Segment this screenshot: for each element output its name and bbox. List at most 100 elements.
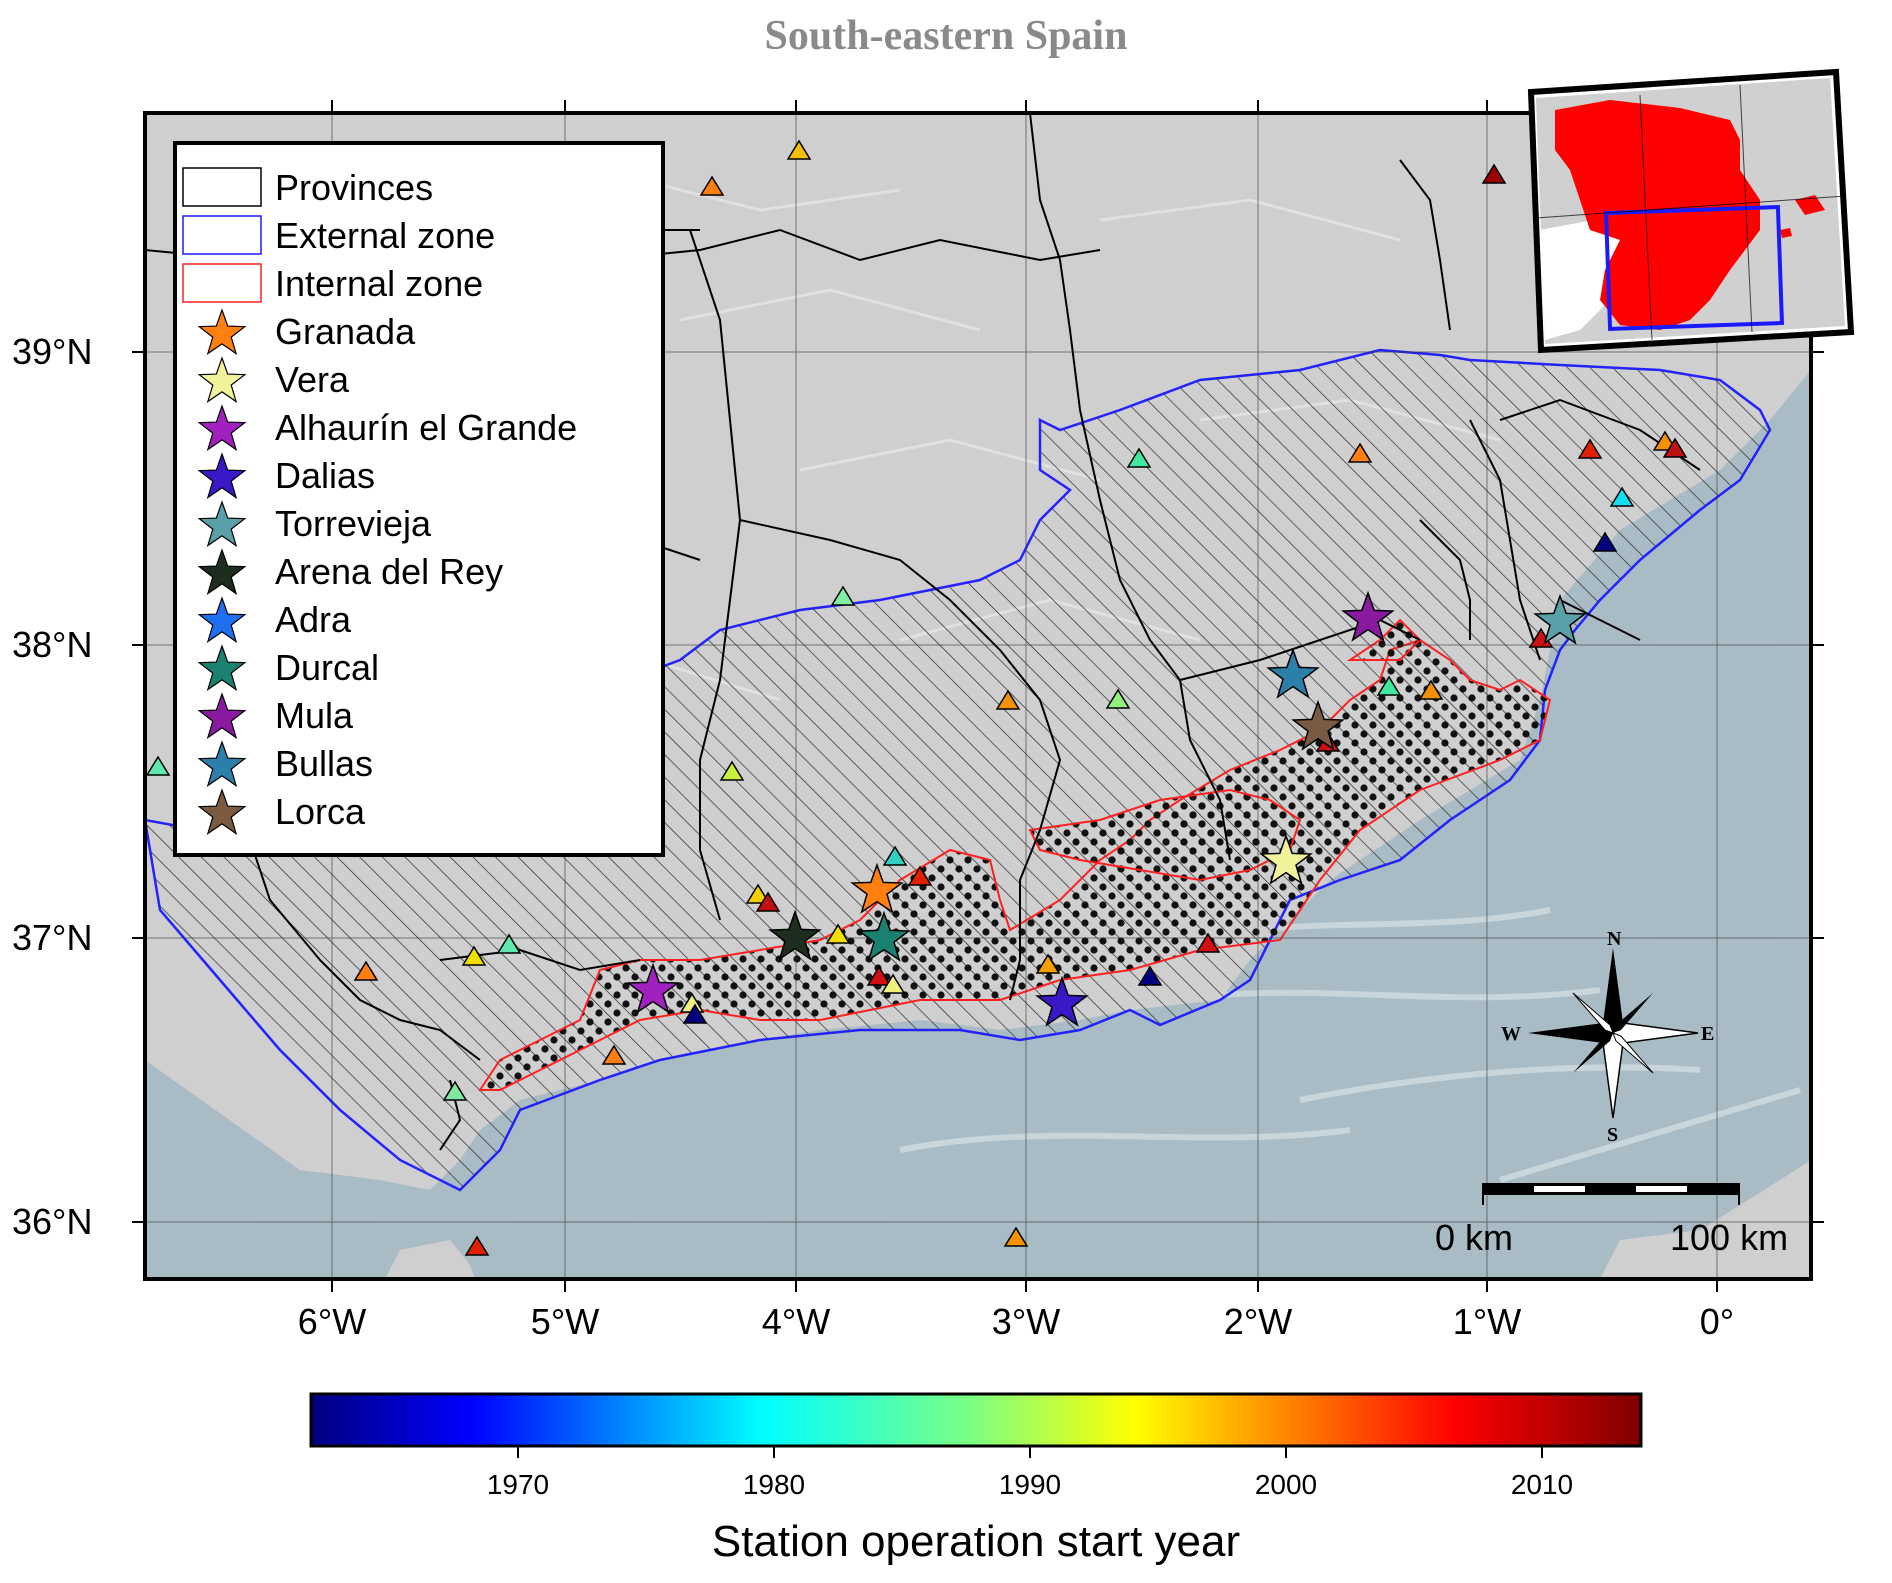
legend-label: Adra — [275, 599, 352, 640]
star-lorca — [1291, 699, 1345, 751]
station-triangle — [699, 175, 725, 196]
lon-label: 5°W — [531, 1301, 599, 1342]
station-triangle — [866, 965, 892, 986]
legend-swatch-external — [182, 215, 262, 255]
station-triangle — [1137, 965, 1163, 986]
station-stars — [626, 590, 1587, 1027]
scale-right-label: 100 km — [1670, 1217, 1788, 1258]
station-triangle — [882, 845, 908, 866]
star-alhaurin — [626, 962, 680, 1014]
station-triangle — [880, 973, 906, 994]
station-triangle — [786, 139, 812, 160]
lon-label: 3°W — [992, 1301, 1060, 1342]
star-icon — [197, 548, 247, 595]
inset-map — [1527, 68, 1855, 354]
legend-label: Internal zone — [275, 263, 483, 304]
colorbar: 1970 1980 1990 2000 2010 Station operati… — [309, 1392, 1643, 1566]
lat-axis: 39°N 38°N 37°N 36°N — [12, 331, 92, 1242]
lon-label: 0° — [1700, 1301, 1734, 1342]
station-triangle — [1105, 688, 1131, 709]
legend-swatch-provinces — [182, 167, 262, 207]
star-icon — [197, 596, 247, 643]
station-triangle — [1481, 163, 1507, 184]
legend-label: Lorca — [275, 791, 366, 832]
lat-label: 39°N — [12, 331, 92, 372]
colorbar-tick: 1990 — [999, 1469, 1061, 1500]
legend-label: Provinces — [275, 167, 433, 208]
map-title: South-eastern Spain — [764, 13, 1128, 59]
legend-label: Dalias — [275, 455, 375, 496]
lon-label: 1°W — [1453, 1301, 1521, 1342]
colorbar-tick: 2000 — [1255, 1469, 1317, 1500]
legend-label: Arena del Rey — [275, 551, 503, 592]
station-triangle — [682, 1003, 708, 1024]
station-triangle — [1003, 1226, 1029, 1247]
star-icon — [197, 308, 247, 355]
station-triangle — [461, 945, 487, 966]
station-triangle — [1347, 442, 1373, 463]
scale-left-label: 0 km — [1435, 1217, 1513, 1258]
star-icon — [197, 452, 247, 499]
station-triangle — [1035, 953, 1061, 974]
legend-label: Bullas — [275, 743, 373, 784]
colorbar-tick: 1970 — [487, 1469, 549, 1500]
compass-w: W — [1501, 1023, 1521, 1045]
colorbar-title: Station operation start year — [712, 1517, 1240, 1566]
station-triangle — [1592, 531, 1618, 552]
lon-label: 6°W — [298, 1301, 366, 1342]
lon-axis: 6°W 5°W 4°W 3°W 2°W 1°W 0° — [298, 1301, 1734, 1342]
legend-label: Alhaurín el Grande — [275, 407, 577, 448]
lon-label: 2°W — [1224, 1301, 1292, 1342]
station-triangle — [755, 891, 781, 912]
star-icon — [197, 692, 247, 739]
lat-label: 36°N — [12, 1201, 92, 1242]
external-zone — [145, 348, 1772, 1192]
station-triangle — [1195, 932, 1221, 953]
station-triangle — [825, 923, 851, 944]
station-triangle — [719, 760, 745, 781]
compass-e: E — [1701, 1023, 1714, 1045]
compass-s: S — [1607, 1124, 1618, 1146]
star-icon — [197, 404, 247, 451]
legend-swatch-internal — [182, 263, 262, 303]
station-triangle — [907, 865, 933, 886]
star-dalias — [1035, 975, 1089, 1027]
legend-label: Torrevieja — [275, 503, 432, 544]
station-triangle — [1376, 675, 1402, 696]
station-triangle — [745, 883, 771, 904]
star-icon — [197, 740, 247, 787]
star-icon — [197, 356, 247, 403]
station-triangle — [1662, 437, 1688, 458]
map-frame — [143, 111, 1813, 1281]
station-triangle — [1609, 486, 1635, 507]
colorbar-tick: 1980 — [743, 1469, 805, 1500]
station-triangle — [1418, 679, 1444, 700]
station-triangle — [995, 689, 1021, 710]
station-triangle — [1577, 438, 1603, 459]
star-icon — [197, 788, 247, 835]
station-triangle — [601, 1044, 627, 1065]
legend-label: Durcal — [275, 647, 379, 688]
compass-rose: N S E W — [1501, 928, 1714, 1146]
station-triangle — [1126, 447, 1152, 468]
station-triangle — [442, 1080, 468, 1101]
scale-bar: 0 km 100 km — [1435, 1183, 1788, 1258]
star-torrevieja — [1533, 593, 1587, 645]
legend: Provinces External zone Internal zone Gr… — [173, 141, 665, 857]
station-triangle — [353, 960, 379, 981]
lon-label: 4°W — [762, 1301, 830, 1342]
station-triangle — [464, 1235, 490, 1256]
star-vera — [1259, 833, 1313, 885]
legend-label: External zone — [275, 215, 495, 256]
lat-label: 37°N — [12, 917, 92, 958]
legend-label: Vera — [275, 359, 350, 400]
star-icon — [197, 500, 247, 547]
station-triangles — [145, 139, 1688, 1256]
star-mula — [1341, 590, 1395, 642]
station-triangle — [496, 933, 522, 954]
star-arena-del-rey — [768, 909, 822, 961]
lat-label: 38°N — [12, 624, 92, 665]
legend-label: Mula — [275, 695, 354, 736]
station-triangle — [830, 585, 856, 606]
